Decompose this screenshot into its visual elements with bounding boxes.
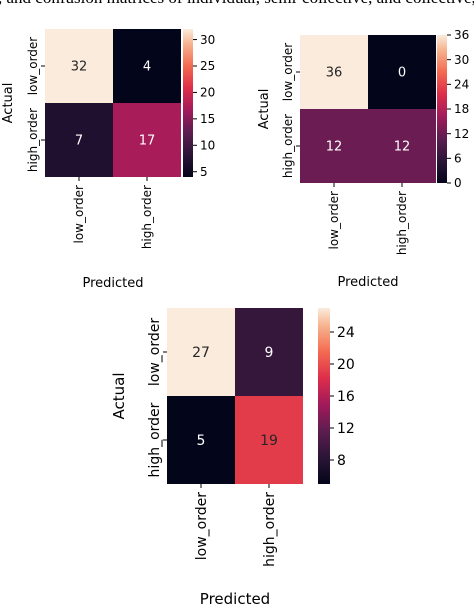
- heatmap-cell: [368, 35, 436, 109]
- cell-value-label: 12: [394, 140, 411, 155]
- cell-value-label: 32: [71, 60, 88, 75]
- y-axis-label: Actual: [110, 373, 128, 420]
- colorbar-tick-label: 10: [200, 138, 215, 152]
- colorbar-tick-label: 24: [454, 78, 469, 92]
- cell-value-label: 27: [192, 345, 210, 361]
- heatmap-cell: [167, 308, 235, 396]
- colorbar: [318, 308, 330, 484]
- row-tick-label: high_order: [147, 402, 163, 477]
- col-tick-label: high_order: [140, 185, 154, 249]
- x-axis-label: Predicted: [337, 275, 398, 290]
- y-axis-label: Actual: [1, 83, 16, 124]
- cell-value-label: 12: [326, 140, 343, 155]
- heatmap-cell: [235, 308, 303, 396]
- cell-value-label: 7: [75, 134, 83, 149]
- col-tick-label: low_order: [194, 492, 210, 560]
- heatmap-cell: [300, 109, 368, 183]
- colorbar-tick-label: 8: [337, 453, 346, 469]
- colorbar-tick-label: 30: [200, 33, 215, 47]
- row-tick-label: high_order: [26, 108, 40, 172]
- colorbar-tick-label: 15: [200, 112, 215, 126]
- row-tick-label: low_order: [281, 43, 295, 102]
- colorbar-tick-label: 36: [454, 28, 469, 42]
- heatmap-cell: [300, 35, 368, 109]
- colorbar: [437, 35, 447, 183]
- heatmap-cell: [235, 396, 303, 484]
- cell-value-label: 36: [326, 66, 343, 81]
- x-axis-label: Predicted: [200, 590, 270, 607]
- y-axis-label: Actual: [257, 89, 272, 130]
- colorbar-tick-label: 12: [337, 421, 355, 437]
- heatmap-cell: [167, 396, 235, 484]
- heatmap-cell: [113, 29, 181, 103]
- cell-value-label: 4: [143, 60, 151, 75]
- colorbar-tick-label: 6: [454, 152, 462, 166]
- colorbar-tick-label: 18: [454, 102, 469, 116]
- colorbar-tick-label: 16: [337, 389, 355, 405]
- cell-value-label: 19: [260, 433, 278, 449]
- heatmap-cell: [45, 29, 113, 103]
- confusion-matrix-semi-collective: 36 0 12 12 low_order high_order low_order high_…: [257, 28, 469, 290]
- colorbar-tick-label: 20: [200, 86, 215, 100]
- heatmap-cell: [113, 103, 181, 177]
- col-tick-label: low_order: [72, 185, 86, 244]
- colorbar-tick-label: 20: [337, 357, 355, 373]
- cell-value-label: 17: [139, 134, 156, 149]
- x-axis-label: Predicted: [82, 276, 143, 291]
- colorbar-tick-label: 5: [200, 165, 208, 179]
- colorbar-tick-label: 30: [454, 53, 469, 67]
- cell-value-label: 9: [265, 345, 274, 361]
- col-tick-label: low_order: [327, 191, 341, 250]
- col-tick-label: high_order: [262, 492, 278, 567]
- confusion-matrix-collective: 27 9 5 19 low_order high_order low_order high_o…: [110, 308, 355, 607]
- heatmap-cell: [368, 109, 436, 183]
- caption-fragment: , and confusion matrices of individual, …: [0, 0, 474, 8]
- colorbar-tick-label: 0: [454, 176, 462, 190]
- row-tick-label: low_order: [147, 318, 163, 386]
- colorbar-tick-label: 25: [200, 59, 215, 73]
- colorbar-tick-label: 24: [337, 325, 355, 341]
- colorbar: [183, 29, 193, 177]
- row-tick-label: high_order: [281, 114, 295, 178]
- heatmap-cell: [45, 103, 113, 177]
- cell-value-label: 0: [398, 66, 406, 81]
- cell-value-label: 5: [197, 433, 206, 449]
- confusion-matrix-individual: 32 4 7 17 low_order high_order low_order high_o…: [1, 29, 215, 291]
- colorbar-tick-label: 12: [454, 127, 469, 141]
- col-tick-label: high_order: [395, 191, 409, 255]
- row-tick-label: low_order: [26, 37, 40, 96]
